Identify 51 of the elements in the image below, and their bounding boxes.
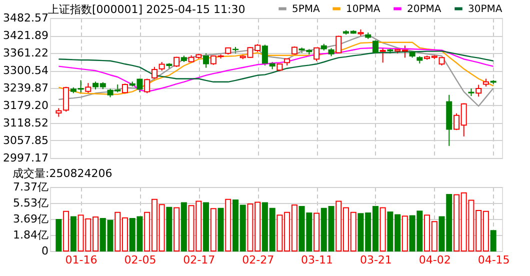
legend-label: 5PMA xyxy=(292,4,320,15)
line-series xyxy=(58,50,494,83)
bar xyxy=(180,202,187,252)
bar xyxy=(218,208,224,252)
bar xyxy=(490,230,496,252)
bar xyxy=(166,206,172,252)
y-tick-label: 3118.52 xyxy=(3,116,48,130)
legend-label: 20PMA xyxy=(407,4,442,15)
bar xyxy=(63,210,70,252)
x-tick-label: 04-02 xyxy=(418,254,451,266)
y-tick-label: 3300.54 xyxy=(3,64,48,77)
chart-title: 上证指数[000001] 2025-04-15 11:30 xyxy=(48,3,246,16)
x-tick-label: 02-17 xyxy=(183,254,216,266)
y-tick-label: 7.37亿 xyxy=(13,180,48,194)
y-tick-label: 1.84亿 xyxy=(13,228,48,242)
x-tick-label: 04-15 xyxy=(478,254,510,266)
candlestick xyxy=(476,84,482,98)
candlestick xyxy=(203,52,210,68)
bar xyxy=(174,207,180,252)
legend-label: 10PMA xyxy=(346,4,380,15)
y-tick-label: 3239.87 xyxy=(3,82,48,94)
y-tick-label: 3.69亿 xyxy=(13,212,48,226)
candlestick xyxy=(336,35,342,54)
x-tick-label: 02-27 xyxy=(242,254,274,266)
x-tick-label: 03-21 xyxy=(360,254,392,266)
candlestick xyxy=(144,78,150,94)
candlestick xyxy=(314,47,320,62)
candlestick xyxy=(380,48,386,64)
x-tick-label: 03-11 xyxy=(301,254,333,266)
bar xyxy=(70,216,76,252)
candlestick xyxy=(85,82,92,94)
bar xyxy=(225,198,232,252)
y-tick-label: 3179.20 xyxy=(3,99,48,112)
bar xyxy=(314,212,320,252)
bar xyxy=(402,216,408,252)
y-tick-label: 3421.89 xyxy=(3,29,48,42)
y-tick-label: 0 xyxy=(42,244,48,258)
line-series xyxy=(58,34,494,107)
y-tick-label: 5.53亿 xyxy=(13,196,48,210)
y-tick-label: 3482.57 xyxy=(3,12,48,24)
chart-title: 成交量:250824206 xyxy=(12,167,112,180)
legend-label: 30PMA xyxy=(468,4,502,15)
bar xyxy=(380,207,386,252)
bar xyxy=(203,202,210,252)
y-tick-label: 3057.85 xyxy=(3,134,48,147)
x-tick-label: 01-16 xyxy=(65,254,98,266)
bar xyxy=(210,208,216,252)
x-tick-label: 02-05 xyxy=(124,254,156,266)
y-tick-label: 2997.17 xyxy=(3,152,48,164)
y-tick-label: 3361.22 xyxy=(3,46,48,60)
bar xyxy=(56,218,62,252)
